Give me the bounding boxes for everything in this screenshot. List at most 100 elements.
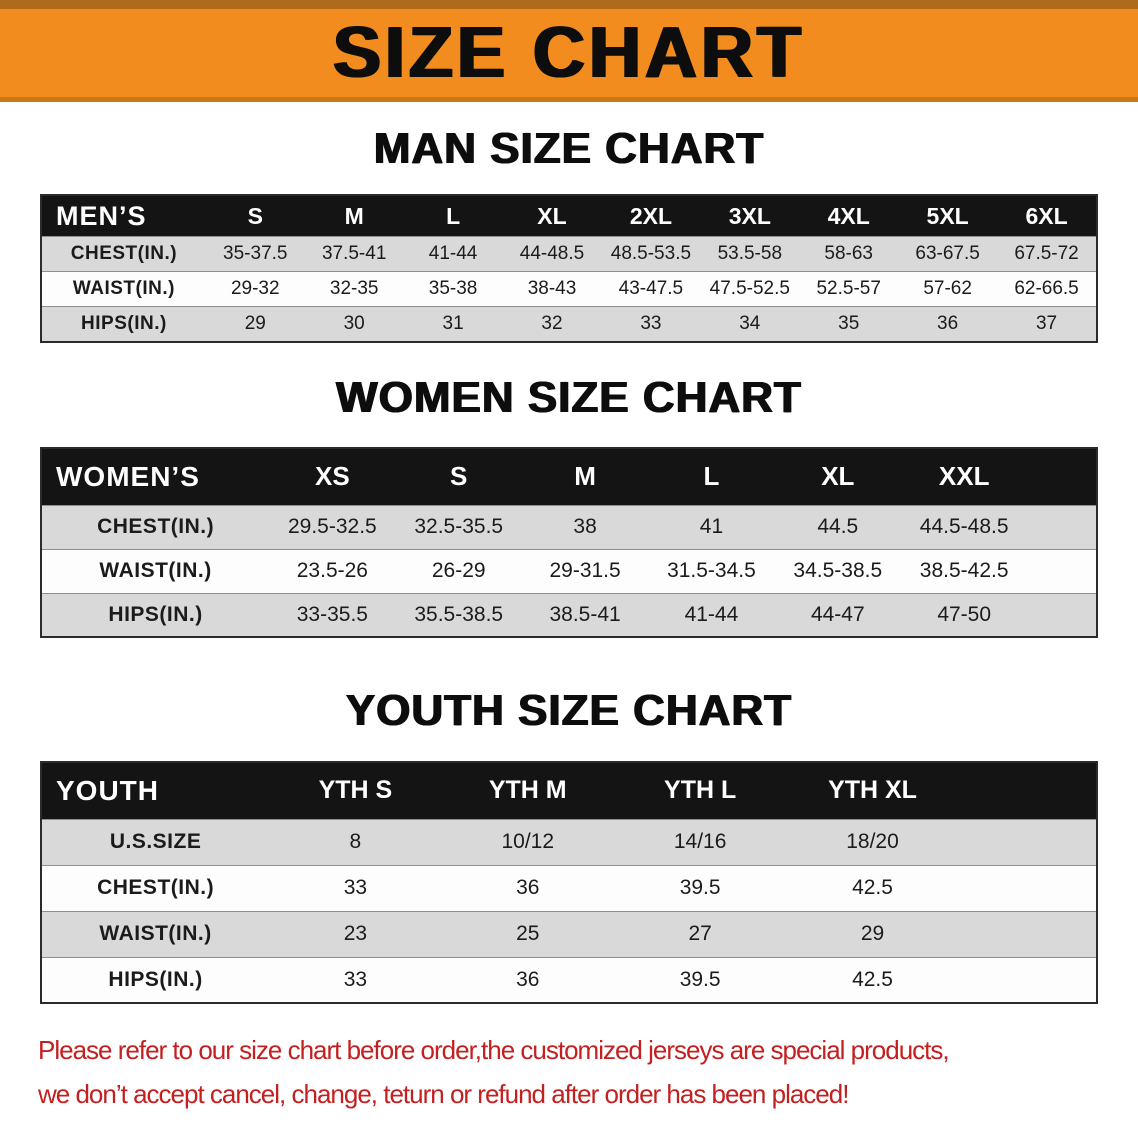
table-row: U.S.SIZE 8 10/12 14/16 18/20 <box>41 819 1097 866</box>
table-row: HIPS(IN.) 33 36 39.5 42.5 <box>41 957 1097 1004</box>
cell-value: 41-44 <box>428 243 478 265</box>
cell-value: 31 <box>442 312 464 334</box>
cell-value: 29 <box>860 922 885 946</box>
filler-cell <box>959 957 1097 1003</box>
filler-cell <box>1096 307 1097 342</box>
banner: SIZE CHART <box>0 0 1138 102</box>
disclaimer-line-2: we don’t accept cancel, change, teturn o… <box>38 1079 849 1110</box>
cell-value: 43-47.5 <box>618 278 684 300</box>
cell-value: 44-48.5 <box>519 243 585 265</box>
youth-table-label: YOUTH <box>41 761 270 820</box>
filler-cell <box>1027 505 1097 549</box>
table-row: HIPS(IN.) 33-35.5 35.5-38.5 38.5-41 41-44 44-… <box>41 593 1097 638</box>
cell-value: 36 <box>516 876 540 900</box>
men-size-table: MEN’S S M L XL 2XL 3XL 4XL 5XL 6XL CHEST(IN.) 35-37… <box>40 194 1098 343</box>
cell-value: 30 <box>343 312 365 334</box>
table-row: WAIST(IN.) 23 25 27 29 <box>41 911 1097 958</box>
disclaimer: Please refer to our size chart before or… <box>38 1028 1100 1116</box>
cell-value: 29-32 <box>230 278 280 300</box>
men-table-label: MEN’S <box>41 195 206 237</box>
women-column-header: XL <box>774 447 901 506</box>
table-row: CHEST(IN.) 35-37.5 37.5-41 41-44 44-48.5 48.5… <box>41 236 1097 272</box>
cell-value: 34.5-38.5 <box>793 559 883 583</box>
women-column-header: M <box>521 447 649 506</box>
cell-value: 26-29 <box>431 559 486 583</box>
men-size-chart-heading: MAN SIZE CHART <box>373 124 765 173</box>
filler-cell <box>1027 549 1097 593</box>
men-column-header: 6XL <box>997 195 1096 237</box>
youth-column-header: YTH S <box>269 761 442 820</box>
table-row: CHEST(IN.) 33 36 39.5 42.5 <box>41 865 1097 912</box>
cell-value: 29-31.5 <box>549 559 621 583</box>
cell-value: 35-37.5 <box>223 243 288 265</box>
cell-value: 36 <box>516 967 540 991</box>
cell-value: 44.5-48.5 <box>919 515 1009 539</box>
cell-value: 38.5-42.5 <box>919 559 1009 583</box>
cell-value: 23.5-26 <box>296 559 368 583</box>
filler-cell <box>959 911 1097 957</box>
cell-value: 14/16 <box>673 830 727 854</box>
cell-value: 35-38 <box>428 278 478 300</box>
filler-cell <box>1027 447 1097 506</box>
men-column-header: 5XL <box>898 195 998 237</box>
filler-cell <box>1027 593 1097 637</box>
cell-value: 25 <box>516 922 540 946</box>
cell-value: 18/20 <box>846 830 899 854</box>
women-size-table: WOMEN’S XS S M L XL XXL CHEST(IN.) 29.5-32.5 32.5… <box>40 446 1098 639</box>
men-column-header: XL <box>502 195 602 237</box>
row-label: WAIST(IN.) <box>72 278 175 300</box>
youth-column-header: YTH XL <box>786 761 959 820</box>
cell-value: 33-35.5 <box>296 603 368 627</box>
cell-value: 35 <box>838 312 860 334</box>
cell-value: 39.5 <box>679 876 721 900</box>
cell-value: 29.5-32.5 <box>287 515 377 539</box>
cell-value: 32-35 <box>329 278 379 300</box>
cell-value: 8 <box>349 830 362 854</box>
men-column-header: M <box>304 195 404 237</box>
cell-value: 36 <box>937 312 959 334</box>
section-men: MAN SIZE CHART MEN’S S M L XL 2XL 3XL 4XL 5XL 6XL C… <box>40 124 1098 343</box>
row-label: U.S.SIZE <box>109 830 202 854</box>
cell-value: 42.5 <box>852 876 893 900</box>
cell-value: 41-44 <box>684 603 739 627</box>
youth-column-header: YTH L <box>613 761 787 820</box>
row-label: HIPS(IN.) <box>108 603 203 627</box>
youth-table-header-row: YOUTH YTH S YTH M YTH L YTH XL <box>41 761 1097 820</box>
men-column-header: S <box>205 195 305 237</box>
cell-value: 27 <box>688 922 712 946</box>
men-column-header: 3XL <box>700 195 800 237</box>
filler-cell <box>1096 195 1097 237</box>
cell-value: 57-62 <box>923 278 972 300</box>
cell-value: 41 <box>699 515 724 539</box>
row-label: WAIST(IN.) <box>99 559 212 583</box>
row-label: WAIST(IN.) <box>99 922 212 946</box>
women-column-header: XXL <box>900 447 1028 506</box>
page-title: SIZE CHART <box>333 13 805 93</box>
women-column-header: S <box>395 447 522 506</box>
cell-value: 38 <box>573 515 597 539</box>
cell-value: 10/12 <box>501 830 555 854</box>
cell-value: 38-43 <box>527 278 577 300</box>
filler-cell <box>959 819 1097 865</box>
disclaimer-line-1: Please refer to our size chart before or… <box>38 1035 950 1066</box>
filler-cell <box>959 865 1097 911</box>
table-row: WAIST(IN.) 29-32 32-35 35-38 38-43 43-47.5 47.… <box>41 271 1097 307</box>
youth-column-header: YTH M <box>441 761 614 820</box>
cell-value: 48.5-53.5 <box>610 243 692 265</box>
cell-value: 35.5-38.5 <box>414 603 504 627</box>
cell-value: 63-67.5 <box>915 243 980 265</box>
cell-value: 52.5-57 <box>816 278 881 300</box>
women-table-label: WOMEN’S <box>41 447 270 506</box>
section-women: WOMEN SIZE CHART WOMEN’S XS S M L XL XXL CHEST(I… <box>40 374 1098 639</box>
row-label: HIPS(IN.) <box>108 967 203 991</box>
women-column-header: L <box>648 447 775 506</box>
table-row: CHEST(IN.) 29.5-32.5 32.5-35.5 38 41 44.5 44.5… <box>41 505 1097 550</box>
cell-value: 31.5-34.5 <box>667 559 756 583</box>
cell-value: 67.5-72 <box>1014 243 1079 265</box>
cell-value: 29 <box>244 312 266 334</box>
row-label: CHEST(IN.) <box>97 876 215 900</box>
men-column-header: 2XL <box>601 195 701 237</box>
cell-value: 32 <box>541 312 563 334</box>
charts-container: MAN SIZE CHART MEN’S S M L XL 2XL 3XL 4XL 5XL 6XL C… <box>0 124 1138 1005</box>
men-column-header: 4XL <box>799 195 899 237</box>
